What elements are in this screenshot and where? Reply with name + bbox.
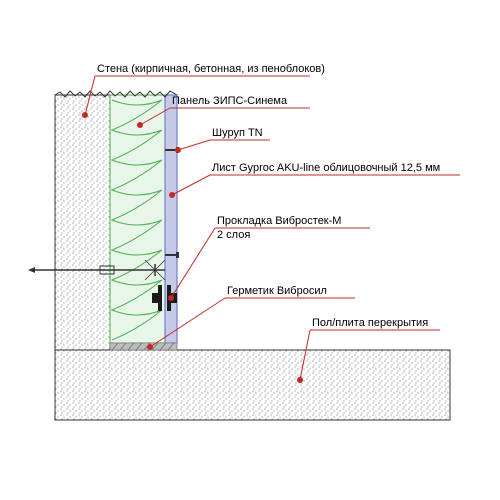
floor-slab <box>55 350 450 420</box>
label-wall: Стена (кирпичная, бетонная, из пеноблоко… <box>97 63 325 75</box>
label-vibrostek-2: 2 слоя <box>217 229 250 241</box>
label-sealant: Герметик Вибросил <box>227 285 327 297</box>
wall-section-diagram: Стена (кирпичная, бетонная, из пеноблоко… <box>0 0 500 500</box>
label-vibrostek-1: Прокладка Вибростек-М <box>217 215 341 227</box>
label-floor: Пол/плита перекрытия <box>312 317 428 329</box>
label-screw: Шуруп TN <box>212 127 263 139</box>
zips-panel <box>110 95 165 343</box>
label-panel: Панель ЗИПС-Синема <box>172 95 288 107</box>
label-gyproc: Лист Gyproc AKU-line облицовочный 12,5 м… <box>212 162 440 174</box>
sealant-vibrosil <box>110 343 177 350</box>
wall <box>55 95 110 350</box>
